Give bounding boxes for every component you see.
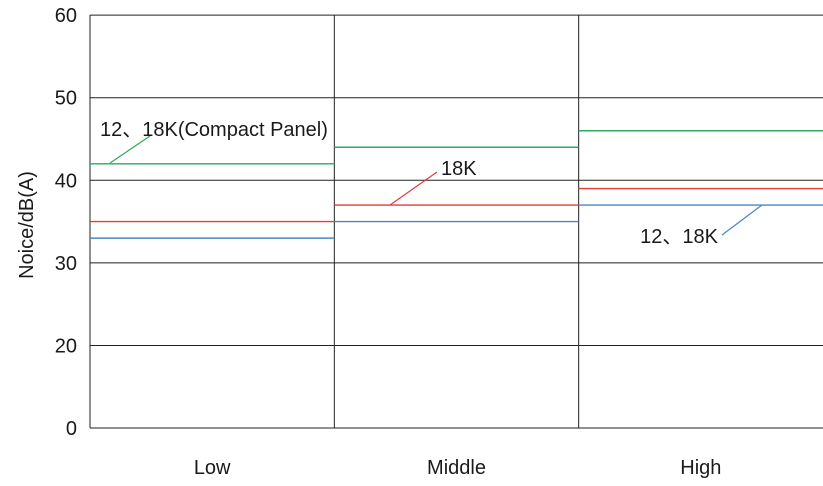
series-red <box>90 187 823 223</box>
series-group <box>90 130 823 239</box>
annotation-label-2: 12、18K <box>640 226 718 248</box>
x-tick-label-middle: Middle <box>427 457 486 479</box>
annotation-label-1: 18K <box>441 158 477 180</box>
y-tick-label-30: 30 <box>55 253 77 275</box>
x-tick-label-low: Low <box>194 457 231 479</box>
y-tick-label-50: 50 <box>55 88 77 110</box>
y-tick-label-20: 20 <box>55 336 77 358</box>
series-compact <box>90 130 823 165</box>
y-axis-label: Noice/dB(A) <box>16 171 38 279</box>
annotations: 12、18K(Compact Panel) 18K 12、18K <box>100 119 763 248</box>
tick-labels: 0 20 30 40 50 60 Low Middle High <box>55 5 722 479</box>
y-tick-label-0: 0 <box>66 418 77 440</box>
annotation-leader-1 <box>389 171 438 206</box>
y-tick-label-60: 60 <box>55 5 77 27</box>
series-blue <box>90 204 823 239</box>
y-tick-label-40: 40 <box>55 170 77 192</box>
x-tick-label-high: High <box>680 457 721 479</box>
annotation-leader-2 <box>721 204 763 236</box>
grid <box>90 14 823 346</box>
annotation-label-0: 12、18K(Compact Panel) <box>100 119 328 141</box>
annotation-leader-0 <box>109 135 151 164</box>
